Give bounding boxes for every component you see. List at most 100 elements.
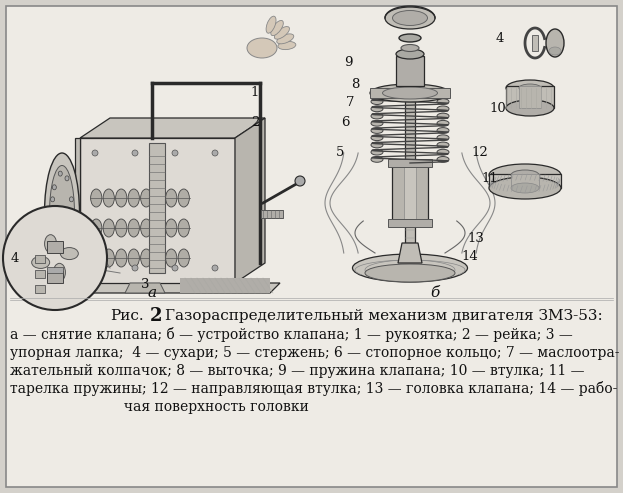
Ellipse shape [371,149,383,155]
Polygon shape [80,118,265,138]
Text: упорная лапка;  4 — сухари; 5 — стержень; 6 — стопорное кольцо; 7 — маслоотра-: упорная лапка; 4 — сухари; 5 — стержень;… [10,346,619,360]
Bar [519,86,541,108]
Ellipse shape [266,16,276,33]
Bar [370,88,450,98]
Ellipse shape [396,49,424,59]
Text: 4: 4 [496,32,504,44]
Bar [396,56,424,86]
Bar [149,143,165,273]
Bar [80,138,235,283]
Ellipse shape [69,197,74,202]
Ellipse shape [437,99,449,105]
Bar [489,174,561,188]
Ellipse shape [506,80,554,96]
Circle shape [92,265,98,271]
Circle shape [92,150,98,156]
Ellipse shape [50,224,55,229]
Ellipse shape [90,219,102,237]
Circle shape [295,176,305,186]
Ellipse shape [371,156,383,162]
Ellipse shape [44,153,80,273]
Ellipse shape [116,189,127,207]
Ellipse shape [166,189,177,207]
Ellipse shape [178,219,189,237]
Bar [47,271,63,283]
Text: 6: 6 [341,116,350,130]
Bar [47,267,63,273]
Ellipse shape [277,34,294,44]
Ellipse shape [141,219,152,237]
Polygon shape [75,138,80,283]
Ellipse shape [353,254,467,282]
Circle shape [132,265,138,271]
Ellipse shape [49,166,75,260]
Ellipse shape [50,197,55,202]
Ellipse shape [437,149,449,155]
Bar [261,210,283,218]
Ellipse shape [371,106,383,112]
Text: 9: 9 [344,57,352,70]
Text: 5: 5 [336,146,344,160]
Circle shape [212,265,218,271]
Text: жательный колпачок; 8 — выточка; 9 — пружина клапана; 10 — втулка; 11 —: жательный колпачок; 8 — выточка; 9 — пру… [10,364,584,378]
Bar [532,35,538,51]
Text: 4: 4 [11,251,19,265]
Bar [392,163,428,223]
Text: а — снятие клапана; б — устройство клапана; 1 — рукоятка; 2 — рейка; 3 —: а — снятие клапана; б — устройство клапа… [10,327,573,343]
Ellipse shape [511,170,539,180]
Ellipse shape [511,183,539,193]
Ellipse shape [128,189,140,207]
Ellipse shape [274,27,290,39]
Ellipse shape [90,249,102,267]
Text: тарелка пружины; 12 — направляющая втулка; 13 — головка клапана; 14 — рабо-: тарелка пружины; 12 — направляющая втулк… [10,382,617,396]
Text: 12: 12 [472,146,488,160]
Bar [404,163,416,223]
Ellipse shape [178,249,189,267]
Ellipse shape [383,87,437,99]
Circle shape [172,150,178,156]
Ellipse shape [65,176,69,181]
Circle shape [3,206,107,310]
Ellipse shape [401,44,419,51]
Ellipse shape [32,256,50,268]
Text: 7: 7 [346,97,354,109]
Text: 8: 8 [351,78,359,92]
Ellipse shape [141,189,152,207]
Ellipse shape [90,189,102,207]
Bar [47,241,63,253]
Text: 1: 1 [251,86,259,100]
Bar [388,219,432,227]
Text: 11: 11 [482,172,498,184]
Ellipse shape [52,185,56,190]
Text: а: а [148,286,156,300]
Ellipse shape [385,7,435,29]
Text: 14: 14 [462,249,478,262]
Ellipse shape [103,249,115,267]
Ellipse shape [371,135,383,141]
Text: 13: 13 [468,232,485,245]
Ellipse shape [371,99,383,105]
Ellipse shape [546,29,564,57]
Ellipse shape [399,34,421,42]
Ellipse shape [506,100,554,116]
Ellipse shape [371,142,383,148]
Polygon shape [398,243,422,263]
Ellipse shape [437,135,449,141]
Text: Рис.: Рис. [110,309,144,323]
Polygon shape [180,278,270,293]
Ellipse shape [141,249,152,267]
Ellipse shape [365,264,455,282]
Text: 10: 10 [490,102,506,114]
Bar [35,255,45,263]
Ellipse shape [60,247,78,260]
Ellipse shape [247,38,277,58]
Ellipse shape [437,128,449,134]
Ellipse shape [116,219,127,237]
Ellipse shape [371,120,383,126]
Bar [35,285,45,293]
Bar [388,159,432,167]
Ellipse shape [103,189,115,207]
Polygon shape [125,283,165,293]
Ellipse shape [153,219,164,237]
Circle shape [172,265,178,271]
